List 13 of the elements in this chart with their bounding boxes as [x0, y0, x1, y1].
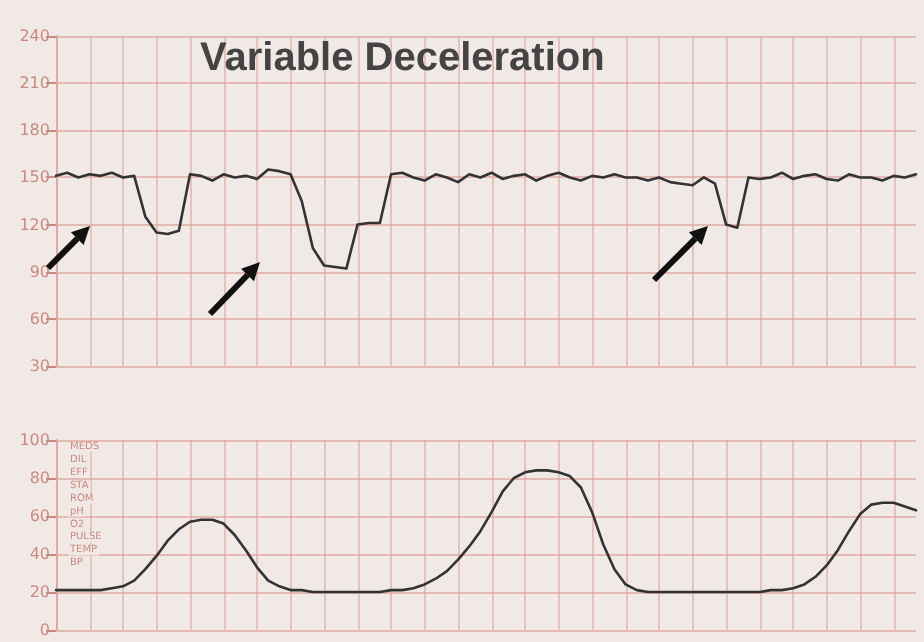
- y-tick-label: 150: [19, 168, 50, 187]
- y-tick-label: 60: [29, 309, 50, 328]
- y-tick-label: 240: [19, 27, 50, 45]
- line-series: [54, 469, 918, 594]
- y-tick-label: 210: [19, 74, 50, 93]
- y-tick-label: 80: [29, 469, 50, 487]
- line-series: [54, 168, 918, 270]
- y-tick-label: 120: [19, 215, 50, 234]
- y-tick-label: 60: [29, 507, 50, 525]
- y-tick-label: 100: [19, 431, 50, 449]
- y-tick-label: 90: [29, 262, 50, 281]
- chart-title: Variable Deceleration: [200, 36, 605, 80]
- y-tick-label: 180: [19, 121, 50, 140]
